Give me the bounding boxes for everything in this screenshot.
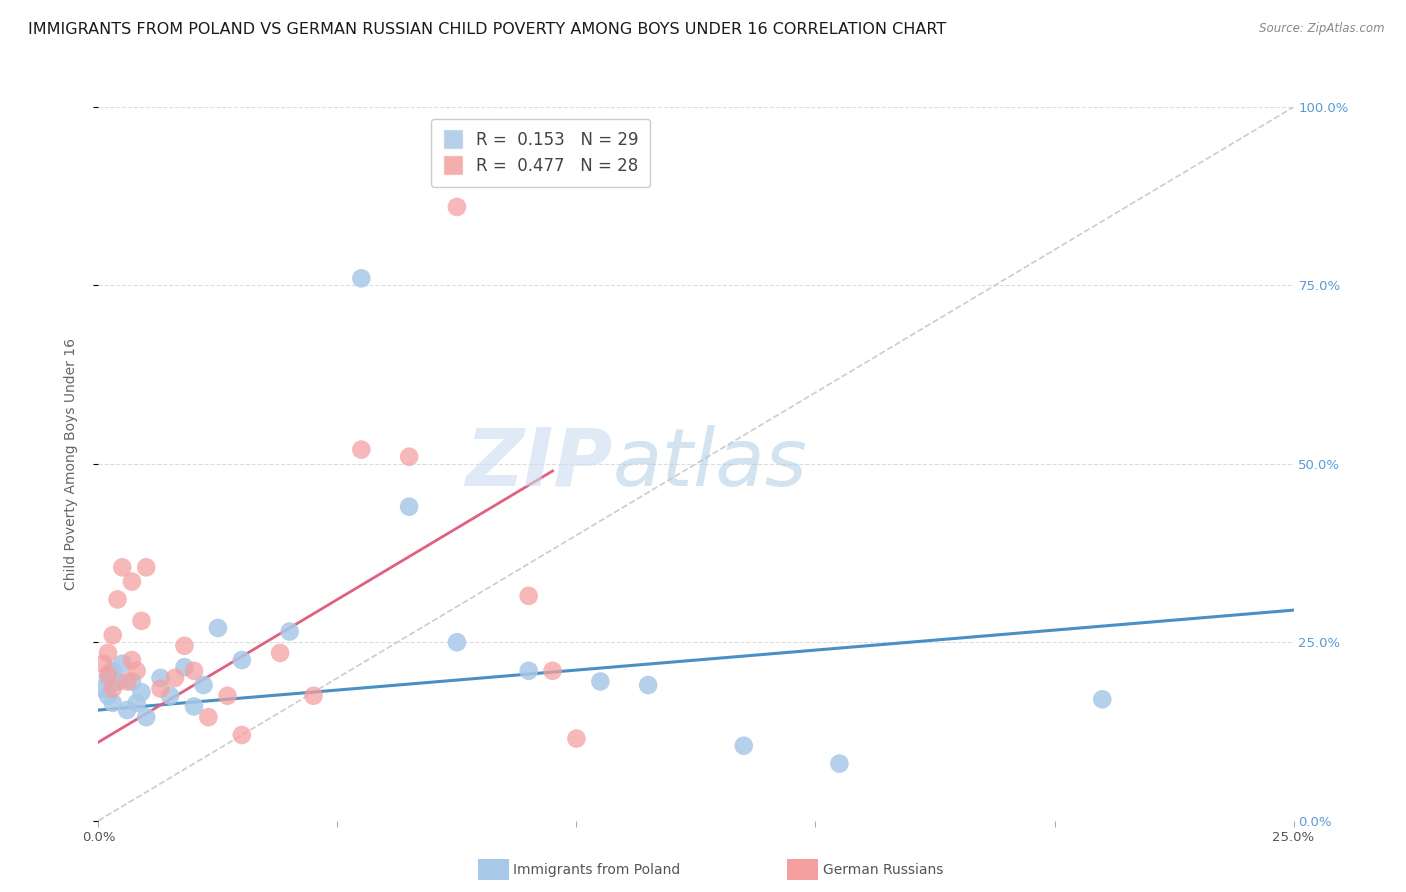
- Point: [121, 674, 143, 689]
- Point: [149, 681, 172, 696]
- Point: [121, 574, 143, 589]
- Point: [197, 710, 219, 724]
- Legend: R =  0.153   N = 29, R =  0.477   N = 28: R = 0.153 N = 29, R = 0.477 N = 28: [432, 119, 650, 186]
- Point: [97, 689, 120, 703]
- Point: [350, 271, 373, 285]
- Point: [125, 664, 148, 678]
- Point: [131, 614, 153, 628]
- Point: [350, 442, 373, 457]
- Point: [589, 674, 612, 689]
- Point: [193, 678, 215, 692]
- Point: [91, 681, 114, 696]
- Point: [183, 699, 205, 714]
- Y-axis label: Child Poverty Among Boys Under 16: Child Poverty Among Boys Under 16: [63, 338, 77, 590]
- Point: [135, 710, 157, 724]
- Point: [163, 671, 186, 685]
- Point: [446, 200, 468, 214]
- Text: German Russians: German Russians: [823, 863, 943, 877]
- Point: [398, 500, 420, 514]
- Point: [231, 653, 253, 667]
- Text: Immigrants from Poland: Immigrants from Poland: [513, 863, 681, 877]
- Point: [115, 674, 138, 689]
- Text: Source: ZipAtlas.com: Source: ZipAtlas.com: [1260, 22, 1385, 36]
- Point: [517, 664, 540, 678]
- Point: [101, 664, 124, 678]
- Point: [278, 624, 301, 639]
- Point: [541, 664, 564, 678]
- Point: [828, 756, 851, 771]
- Point: [149, 671, 172, 685]
- Text: IMMIGRANTS FROM POLAND VS GERMAN RUSSIAN CHILD POVERTY AMONG BOYS UNDER 16 CORRE: IMMIGRANTS FROM POLAND VS GERMAN RUSSIAN…: [28, 22, 946, 37]
- Point: [125, 696, 148, 710]
- Point: [269, 646, 291, 660]
- Point: [107, 592, 129, 607]
- Point: [637, 678, 659, 692]
- Point: [121, 653, 143, 667]
- Point: [101, 628, 124, 642]
- Point: [517, 589, 540, 603]
- Point: [107, 674, 129, 689]
- Point: [302, 689, 325, 703]
- Point: [91, 657, 114, 671]
- Point: [231, 728, 253, 742]
- Text: atlas: atlas: [613, 425, 807, 503]
- Point: [565, 731, 588, 746]
- Point: [207, 621, 229, 635]
- Point: [131, 685, 153, 699]
- Point: [101, 696, 124, 710]
- Point: [159, 689, 181, 703]
- Point: [135, 560, 157, 574]
- Text: ZIP: ZIP: [465, 425, 613, 503]
- Point: [97, 646, 120, 660]
- Point: [97, 667, 120, 681]
- Point: [97, 671, 120, 685]
- Point: [183, 664, 205, 678]
- Point: [446, 635, 468, 649]
- Point: [398, 450, 420, 464]
- Point: [101, 681, 124, 696]
- Point: [111, 657, 134, 671]
- Point: [111, 560, 134, 574]
- Point: [173, 660, 195, 674]
- Point: [217, 689, 239, 703]
- Point: [733, 739, 755, 753]
- Point: [173, 639, 195, 653]
- Point: [115, 703, 138, 717]
- Point: [1091, 692, 1114, 706]
